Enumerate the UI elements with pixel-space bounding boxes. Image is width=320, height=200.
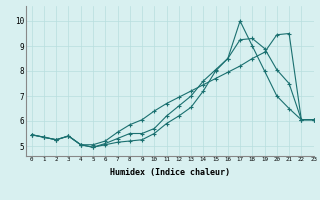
- X-axis label: Humidex (Indice chaleur): Humidex (Indice chaleur): [109, 168, 230, 177]
